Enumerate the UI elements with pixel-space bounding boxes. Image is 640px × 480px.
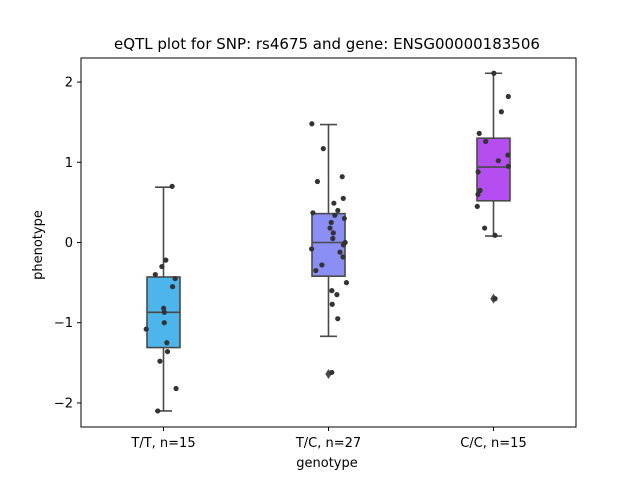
data-point (483, 138, 489, 145)
data-point (505, 93, 511, 100)
data-point (492, 296, 498, 302)
data-point (319, 262, 325, 268)
data-point (340, 242, 347, 248)
data-point (164, 340, 170, 346)
data-point (332, 212, 338, 218)
data-point (482, 225, 488, 231)
data-point (491, 70, 497, 76)
x-axis-title: genotype (296, 456, 357, 471)
data-point (169, 183, 175, 189)
data-point (335, 207, 341, 214)
data-point (474, 203, 480, 210)
data-point (337, 249, 343, 255)
data-point (340, 195, 346, 201)
data-point (310, 210, 316, 216)
data-point (331, 200, 337, 206)
data-point (308, 246, 315, 252)
data-point (477, 187, 483, 193)
x-tick-label: C/C, n=15 (460, 436, 526, 451)
data-point (161, 320, 167, 326)
data-point (330, 235, 336, 242)
data-point (475, 169, 481, 175)
data-point (155, 408, 161, 414)
plot-area: 2 1 0 −1 −2 T/T, n=15 T/C, n=27 C/C, n=15 (54, 57, 577, 451)
data-point (173, 385, 179, 392)
data-point (329, 288, 335, 294)
data-point (313, 267, 319, 274)
y-axis-title: phenotype (31, 210, 46, 280)
data-point (334, 292, 340, 298)
data-point (328, 219, 334, 226)
data-point (343, 280, 350, 286)
chart-title: eQTL plot for SNP: rs4675 and gene: ENSG… (114, 35, 540, 53)
data-point (498, 109, 504, 115)
data-point (309, 121, 315, 127)
data-point (339, 174, 345, 180)
data-point (163, 257, 169, 263)
box-group-3 (474, 70, 511, 304)
data-point (314, 178, 321, 185)
box-group-1 (143, 183, 181, 414)
data-point (157, 358, 163, 364)
data-point (143, 326, 149, 332)
data-point (329, 369, 335, 376)
data-point (164, 348, 171, 355)
data-point (341, 215, 347, 222)
x-tick-label: T/T, n=15 (130, 436, 195, 451)
data-point (330, 230, 336, 236)
data-point (327, 225, 333, 231)
y-tick-label: −2 (54, 396, 73, 411)
data-point (152, 271, 158, 278)
data-point (340, 254, 346, 260)
data-point (335, 316, 341, 322)
box-group-2 (308, 121, 350, 380)
data-point (505, 163, 511, 169)
data-point (492, 232, 498, 238)
x-tick-label: T/C, n=27 (295, 436, 361, 451)
data-point (495, 158, 501, 164)
data-point (476, 130, 482, 137)
y-tick-label: −1 (54, 316, 73, 331)
data-point (505, 152, 511, 158)
data-point (161, 305, 167, 311)
data-point (320, 146, 326, 152)
y-tick-label: 0 (65, 236, 73, 251)
data-point (159, 263, 165, 270)
box-iqr (311, 212, 346, 277)
data-point (161, 309, 167, 315)
data-point (329, 301, 335, 307)
y-tick-label: 1 (65, 156, 73, 171)
data-point (170, 284, 176, 290)
y-tick-label: 2 (65, 76, 73, 91)
data-point (172, 275, 178, 282)
data-point (475, 191, 481, 197)
